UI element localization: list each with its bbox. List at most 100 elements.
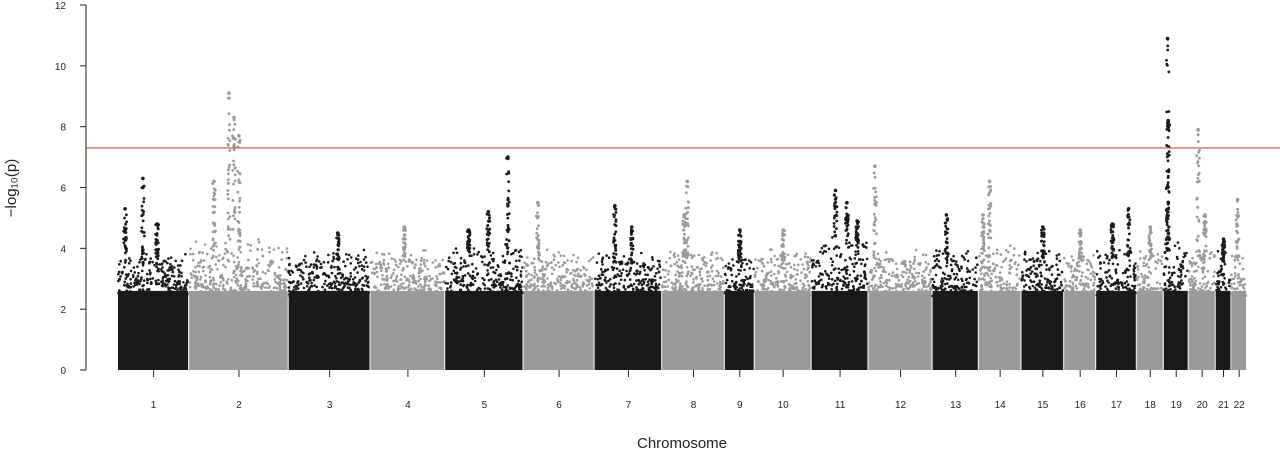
snp-point xyxy=(738,294,742,298)
snp-point xyxy=(629,266,633,270)
snp-point xyxy=(544,267,548,271)
snp-point xyxy=(362,269,366,272)
snp-point xyxy=(376,275,379,279)
snp-point xyxy=(961,294,964,297)
x-tick-label: 18 xyxy=(1145,400,1157,411)
snp-point xyxy=(622,284,626,288)
snp-point xyxy=(569,271,573,275)
snp-point xyxy=(1184,274,1187,278)
snp-point xyxy=(770,260,773,264)
snp-point xyxy=(999,283,1002,287)
snp-point xyxy=(715,251,718,255)
snp-point xyxy=(422,288,425,292)
snp-point xyxy=(248,274,251,278)
snp-point xyxy=(585,278,589,282)
snp-point xyxy=(1241,267,1245,271)
snp-point xyxy=(227,96,231,100)
snp-point xyxy=(387,266,391,269)
snp-point xyxy=(913,267,916,271)
snp-point xyxy=(1117,282,1120,286)
snp-point xyxy=(1032,280,1036,284)
snp-point xyxy=(1230,286,1234,290)
snp-point xyxy=(1036,257,1040,261)
snp-point xyxy=(692,281,695,284)
snp-point xyxy=(737,268,740,272)
snp-point xyxy=(199,290,202,293)
snp-point xyxy=(131,275,135,279)
snp-point xyxy=(412,294,416,298)
snp-point xyxy=(629,238,633,242)
snp-point xyxy=(452,269,456,273)
snp-point xyxy=(489,288,492,292)
snp-point xyxy=(658,265,662,269)
snp-point xyxy=(123,265,126,269)
snp-point xyxy=(509,278,512,282)
snp-point xyxy=(288,263,291,267)
snp-point xyxy=(671,287,675,291)
snp-point xyxy=(561,275,564,279)
snp-point xyxy=(1073,290,1076,294)
snp-point xyxy=(604,279,607,282)
snp-point xyxy=(515,284,518,287)
snp-point xyxy=(256,284,260,288)
snp-point xyxy=(1040,228,1043,232)
snp-point xyxy=(738,292,741,295)
snp-point xyxy=(1197,156,1201,160)
snp-point xyxy=(465,291,468,295)
snp-point xyxy=(667,270,670,273)
snp-point xyxy=(161,284,164,288)
chromosome-2-bulk xyxy=(189,290,288,370)
snp-point xyxy=(186,279,189,282)
snp-point xyxy=(859,274,863,278)
snp-point xyxy=(1008,286,1011,289)
snp-point xyxy=(140,226,144,230)
snp-point xyxy=(354,287,357,291)
snp-point xyxy=(824,250,828,253)
snp-point xyxy=(1162,273,1166,277)
snp-point xyxy=(612,236,616,240)
snp-point xyxy=(743,268,746,272)
snp-point xyxy=(1010,266,1013,269)
snp-point xyxy=(854,253,857,257)
snp-point xyxy=(1167,153,1171,157)
snp-point xyxy=(452,262,455,266)
snp-point xyxy=(326,261,330,264)
snp-point xyxy=(846,220,850,224)
snp-point xyxy=(161,266,164,269)
snp-point xyxy=(569,290,573,293)
snp-point xyxy=(199,278,202,281)
snp-point xyxy=(419,288,423,291)
snp-point xyxy=(1167,145,1170,148)
snp-point xyxy=(1144,276,1148,279)
snp-point xyxy=(147,262,151,265)
snp-point xyxy=(354,285,358,288)
snp-point xyxy=(233,206,237,210)
snp-point xyxy=(1097,256,1100,259)
snp-point xyxy=(466,294,470,297)
snp-point xyxy=(910,284,913,287)
snp-point xyxy=(746,284,749,287)
snp-point xyxy=(253,269,257,272)
snp-point xyxy=(392,279,395,283)
snp-point xyxy=(372,267,376,271)
snp-point xyxy=(1091,270,1095,274)
snp-point xyxy=(1029,258,1032,261)
snp-point xyxy=(127,262,131,265)
snp-point xyxy=(232,128,236,132)
snp-point xyxy=(884,280,888,283)
snp-point xyxy=(346,258,349,261)
peak-point xyxy=(630,225,634,229)
snp-point xyxy=(1176,241,1180,244)
snp-point xyxy=(1202,228,1206,232)
snp-point xyxy=(1236,231,1239,235)
snp-point xyxy=(605,281,608,284)
snp-point xyxy=(646,280,650,284)
snp-point xyxy=(124,222,127,226)
snp-point xyxy=(506,246,509,250)
snp-point xyxy=(1074,284,1078,288)
snp-point xyxy=(613,245,617,249)
snp-point xyxy=(1128,232,1131,236)
chromosome-17-bulk xyxy=(1096,290,1136,370)
snp-point xyxy=(491,293,494,296)
snp-point xyxy=(479,290,483,293)
